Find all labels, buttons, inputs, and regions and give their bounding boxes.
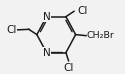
Text: Cl: Cl: [63, 63, 74, 73]
Text: Cl: Cl: [77, 6, 88, 16]
Text: N: N: [43, 48, 50, 58]
Text: Cl: Cl: [6, 25, 16, 35]
Text: N: N: [43, 12, 50, 22]
Text: CH₂Br: CH₂Br: [87, 31, 115, 40]
